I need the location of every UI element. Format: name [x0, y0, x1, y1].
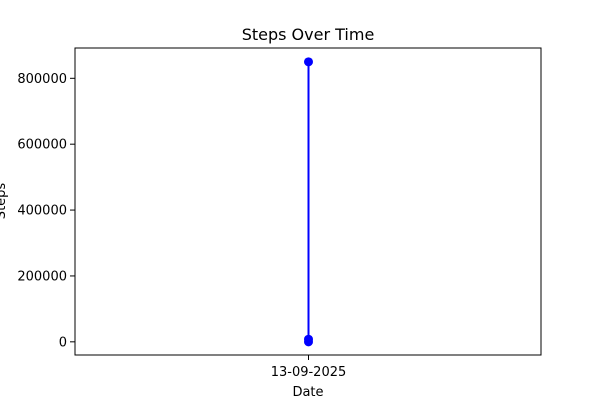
x-tick-label: 13-09-2025	[271, 365, 347, 380]
chart-title: Steps Over Time	[242, 25, 375, 44]
y-axis-label: Steps	[0, 183, 9, 220]
series-layer	[304, 57, 313, 347]
y-tick-label: 200000	[17, 269, 67, 284]
y-tick-label: 400000	[17, 204, 67, 219]
data-point	[304, 337, 313, 347]
y-axis: 0 200000 400000 600000 800000	[17, 72, 75, 350]
x-axis: 13-09-2025	[271, 355, 347, 380]
data-point	[304, 57, 313, 67]
y-tick-label: 800000	[17, 72, 67, 87]
x-axis-label: Date	[292, 385, 323, 400]
y-tick-label: 0	[59, 335, 67, 350]
y-tick-label: 600000	[17, 138, 67, 153]
